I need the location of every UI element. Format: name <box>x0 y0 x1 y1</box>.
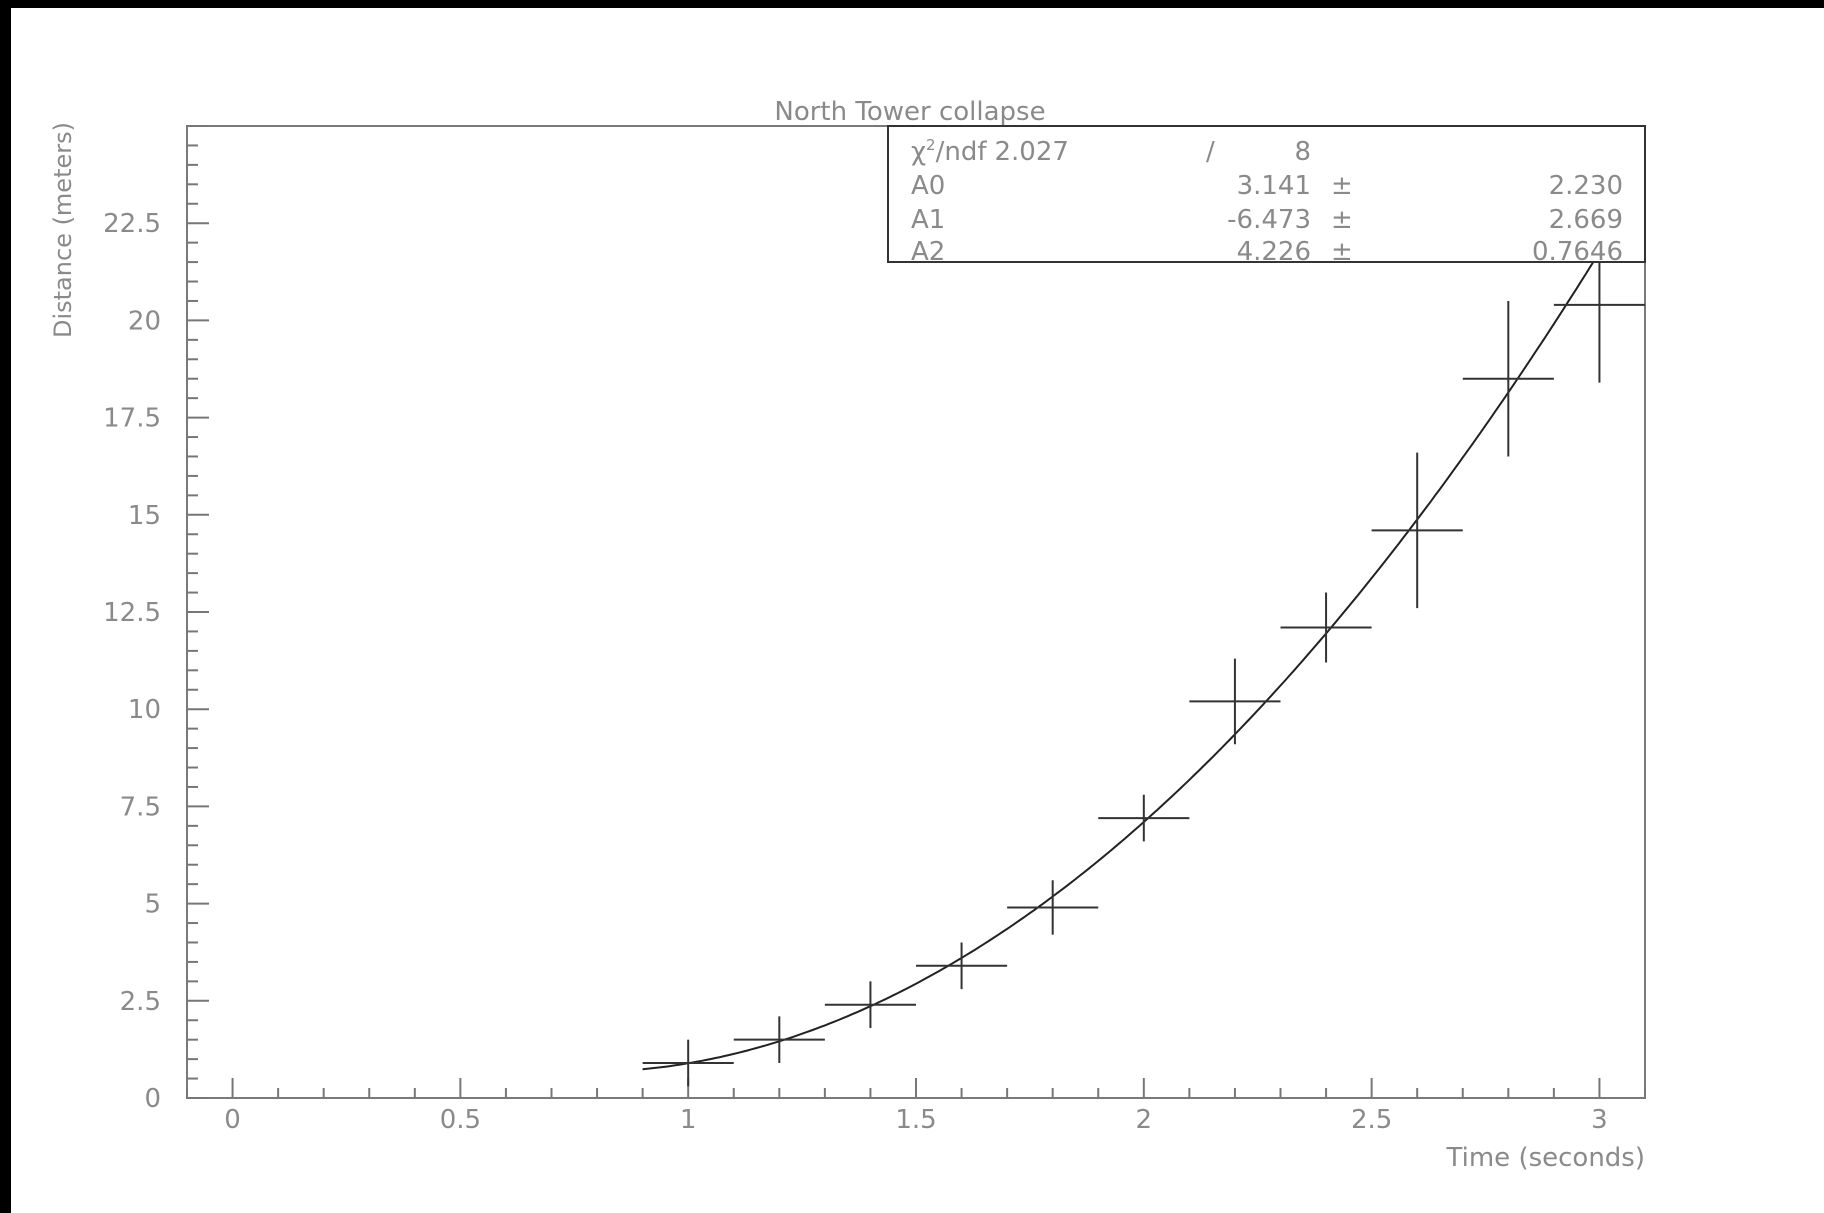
y-tick-label: 2.5 <box>120 987 161 1017</box>
x-tick-label: 1 <box>680 1105 697 1135</box>
stats-param-error: 2.669 <box>1549 205 1623 235</box>
stats-box: χ2/ndf 2.027 / 8 A0 3.141 ± 2.230 A1 -6.4… <box>887 125 1646 267</box>
x-tick-label: 2.5 <box>1351 1105 1392 1135</box>
stats-param-value: -6.473 <box>1227 205 1311 235</box>
stats-param-value: 3.141 <box>1237 171 1311 201</box>
stats-chi2-label: /ndf <box>936 137 988 167</box>
data-point <box>1189 658 1281 745</box>
chart-frame: North Tower collapse 0 0.5 1 1.5 2 2.5 3 0 2.5 5… <box>11 8 1824 1213</box>
data-point <box>642 1039 734 1087</box>
plot-frame <box>186 125 1646 1099</box>
data-point <box>1007 880 1099 935</box>
y-axis-label: Distance (meters) <box>49 122 77 338</box>
data-point <box>1280 592 1372 663</box>
data-points <box>642 227 1645 1087</box>
y-tick-label: 15 <box>128 501 161 531</box>
y-tick-label: 17.5 <box>103 404 161 434</box>
x-tick-label: 0 <box>224 1105 241 1135</box>
y-tick-label: 7.5 <box>120 792 161 822</box>
x-tick-label: 1.5 <box>895 1105 936 1135</box>
y-tick-label: 0 <box>144 1084 161 1114</box>
chi-superscript: 2 <box>926 136 936 154</box>
stats-param-name: A0 <box>911 171 945 201</box>
stats-param-name: A2 <box>911 237 945 267</box>
stats-chi2-row: χ2/ndf 2.027 <box>911 136 1069 167</box>
y-tick-label: 5 <box>144 890 161 920</box>
data-point <box>824 981 916 1029</box>
chi-symbol: χ <box>911 137 926 167</box>
y-tick-labels: 0 2.5 5 7.5 10 12.5 15 17.5 20 22.5 <box>103 209 161 1114</box>
x-axis-label: Time (seconds) <box>1446 1143 1645 1173</box>
stats-param-value: 4.226 <box>1237 237 1311 267</box>
stats-slash: / <box>1206 137 1215 167</box>
stats-chi2-value: 2.027 <box>994 137 1068 167</box>
y-tick-label: 10 <box>128 695 161 725</box>
stats-param-error: 2.230 <box>1549 171 1623 201</box>
data-point <box>733 1016 825 1064</box>
stats-param-pm: ± <box>1331 237 1353 267</box>
stats-ndf: 8 <box>1294 137 1311 167</box>
fit-curve <box>642 176 1646 1071</box>
stats-param-error: 0.7646 <box>1532 237 1623 267</box>
stats-param-pm: ± <box>1331 205 1353 235</box>
data-point <box>1098 794 1190 842</box>
stats-param-name: A1 <box>911 205 945 235</box>
y-tick-label: 20 <box>128 306 161 336</box>
data-point <box>916 942 1008 990</box>
y-tick-label: 12.5 <box>103 598 161 628</box>
axis-ticks <box>186 125 1646 1099</box>
data-point <box>1371 452 1463 609</box>
x-tick-label: 2 <box>1136 1105 1153 1135</box>
chart-title: North Tower collapse <box>774 97 1045 127</box>
y-tick-label: 22.5 <box>103 209 161 239</box>
chart-svg: North Tower collapse 0 0.5 1 1.5 2 2.5 3 02.55… <box>49 97 1646 1173</box>
x-tick-label: 0.5 <box>440 1105 481 1135</box>
stats-param-pm: ± <box>1331 171 1353 201</box>
data-point <box>1462 300 1554 457</box>
x-tick-labels: 0 0.5 1 1.5 2 2.5 3 <box>224 1105 1607 1135</box>
x-tick-label: 3 <box>1591 1105 1608 1135</box>
